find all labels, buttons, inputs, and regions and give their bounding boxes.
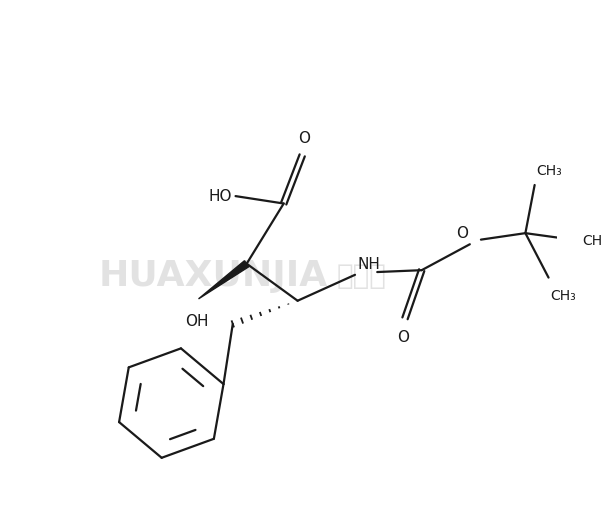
Polygon shape xyxy=(199,261,249,299)
Text: CH₃: CH₃ xyxy=(582,234,602,247)
Text: O: O xyxy=(298,131,310,146)
Text: NH: NH xyxy=(358,257,380,272)
Text: CH₃: CH₃ xyxy=(536,164,562,178)
Text: 化学加: 化学加 xyxy=(336,262,386,290)
Text: O: O xyxy=(397,330,409,345)
Text: HO: HO xyxy=(208,188,232,204)
Text: O: O xyxy=(456,227,468,241)
Text: OH: OH xyxy=(185,314,208,329)
Text: HUAXUNJIA: HUAXUNJIA xyxy=(98,259,327,293)
Text: CH₃: CH₃ xyxy=(550,289,576,303)
